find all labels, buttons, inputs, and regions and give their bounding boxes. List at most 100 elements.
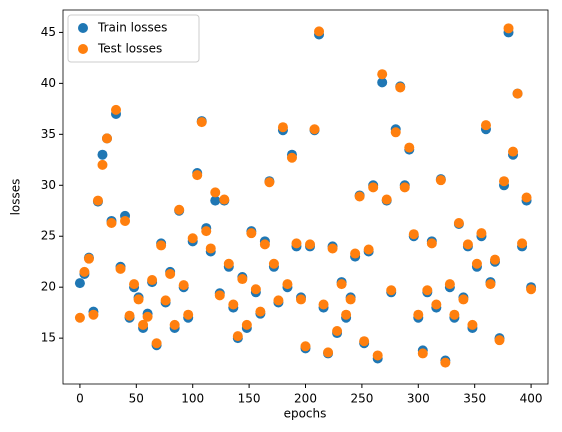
point [431, 299, 442, 310]
point [286, 152, 297, 163]
x-tick-label: 350 [463, 392, 486, 406]
point [111, 104, 122, 115]
point [327, 243, 338, 254]
point [395, 82, 406, 93]
point [74, 312, 85, 323]
point [449, 309, 460, 320]
point [503, 23, 514, 34]
point [115, 263, 126, 274]
point [79, 266, 90, 277]
point [521, 192, 532, 203]
y-tick-label: 45 [41, 25, 56, 39]
legend-label: Test losses [97, 42, 162, 56]
y-tick-label: 25 [41, 229, 56, 243]
point [97, 159, 108, 170]
point [106, 217, 117, 228]
point [413, 309, 424, 320]
point [372, 350, 383, 361]
y-tick-label: 40 [41, 76, 56, 90]
x-tick-label: 300 [407, 392, 430, 406]
x-tick-label: 250 [350, 392, 373, 406]
point [359, 336, 370, 347]
x-tick-label: 200 [294, 392, 317, 406]
legend-box [67, 14, 200, 63]
y-tick-label: 20 [41, 280, 56, 294]
point [169, 319, 180, 330]
x-tick-label: 150 [238, 392, 261, 406]
x-tick-label: 100 [181, 392, 204, 406]
point [517, 238, 528, 249]
point [471, 258, 482, 269]
point [178, 280, 189, 291]
point [295, 294, 306, 305]
point [386, 285, 397, 296]
point [124, 310, 135, 321]
point [97, 149, 108, 160]
point [381, 194, 392, 205]
point [151, 338, 162, 349]
point [480, 120, 491, 131]
point [363, 244, 374, 255]
point [408, 229, 419, 240]
point [156, 240, 167, 251]
point [345, 294, 356, 305]
point [350, 248, 361, 259]
point [214, 290, 225, 301]
x-axis-label: epochs [284, 407, 327, 421]
x-tick-label: 0 [76, 392, 84, 406]
x-tick-label: 400 [520, 392, 543, 406]
point [219, 194, 230, 205]
point [390, 127, 401, 138]
point [417, 348, 428, 359]
point [83, 253, 94, 264]
point [485, 279, 496, 290]
point [183, 309, 194, 320]
point [165, 268, 176, 279]
point [187, 233, 198, 244]
point [458, 294, 469, 305]
legend-marker [78, 44, 88, 54]
point [462, 239, 473, 250]
point [291, 238, 302, 249]
x-tick-label: 50 [129, 392, 144, 406]
point [323, 347, 334, 358]
point [147, 275, 158, 286]
point [512, 88, 523, 99]
point [223, 258, 234, 269]
point [101, 133, 112, 144]
point [160, 295, 171, 306]
point [526, 284, 537, 295]
legend-label: Train losses [97, 21, 167, 35]
point [422, 285, 433, 296]
point [404, 142, 415, 153]
point [259, 239, 270, 250]
plot-frame [62, 9, 549, 385]
point [196, 117, 207, 128]
point [341, 309, 352, 320]
y-tick-label: 30 [41, 178, 56, 192]
point [494, 335, 505, 346]
point [336, 279, 347, 290]
point [273, 295, 284, 306]
point [508, 146, 519, 157]
point [453, 217, 464, 228]
point [476, 228, 487, 239]
point [300, 341, 311, 352]
point [305, 239, 316, 250]
point [210, 195, 221, 206]
point [74, 278, 85, 289]
point [282, 279, 293, 290]
point [210, 187, 221, 198]
point [129, 279, 140, 290]
point [435, 175, 446, 186]
point [399, 182, 410, 193]
point [426, 238, 437, 249]
point [232, 331, 243, 342]
point [255, 306, 266, 317]
point [138, 319, 149, 330]
point [205, 243, 216, 254]
point [499, 176, 510, 187]
legend-marker [78, 23, 88, 33]
point [88, 309, 99, 320]
